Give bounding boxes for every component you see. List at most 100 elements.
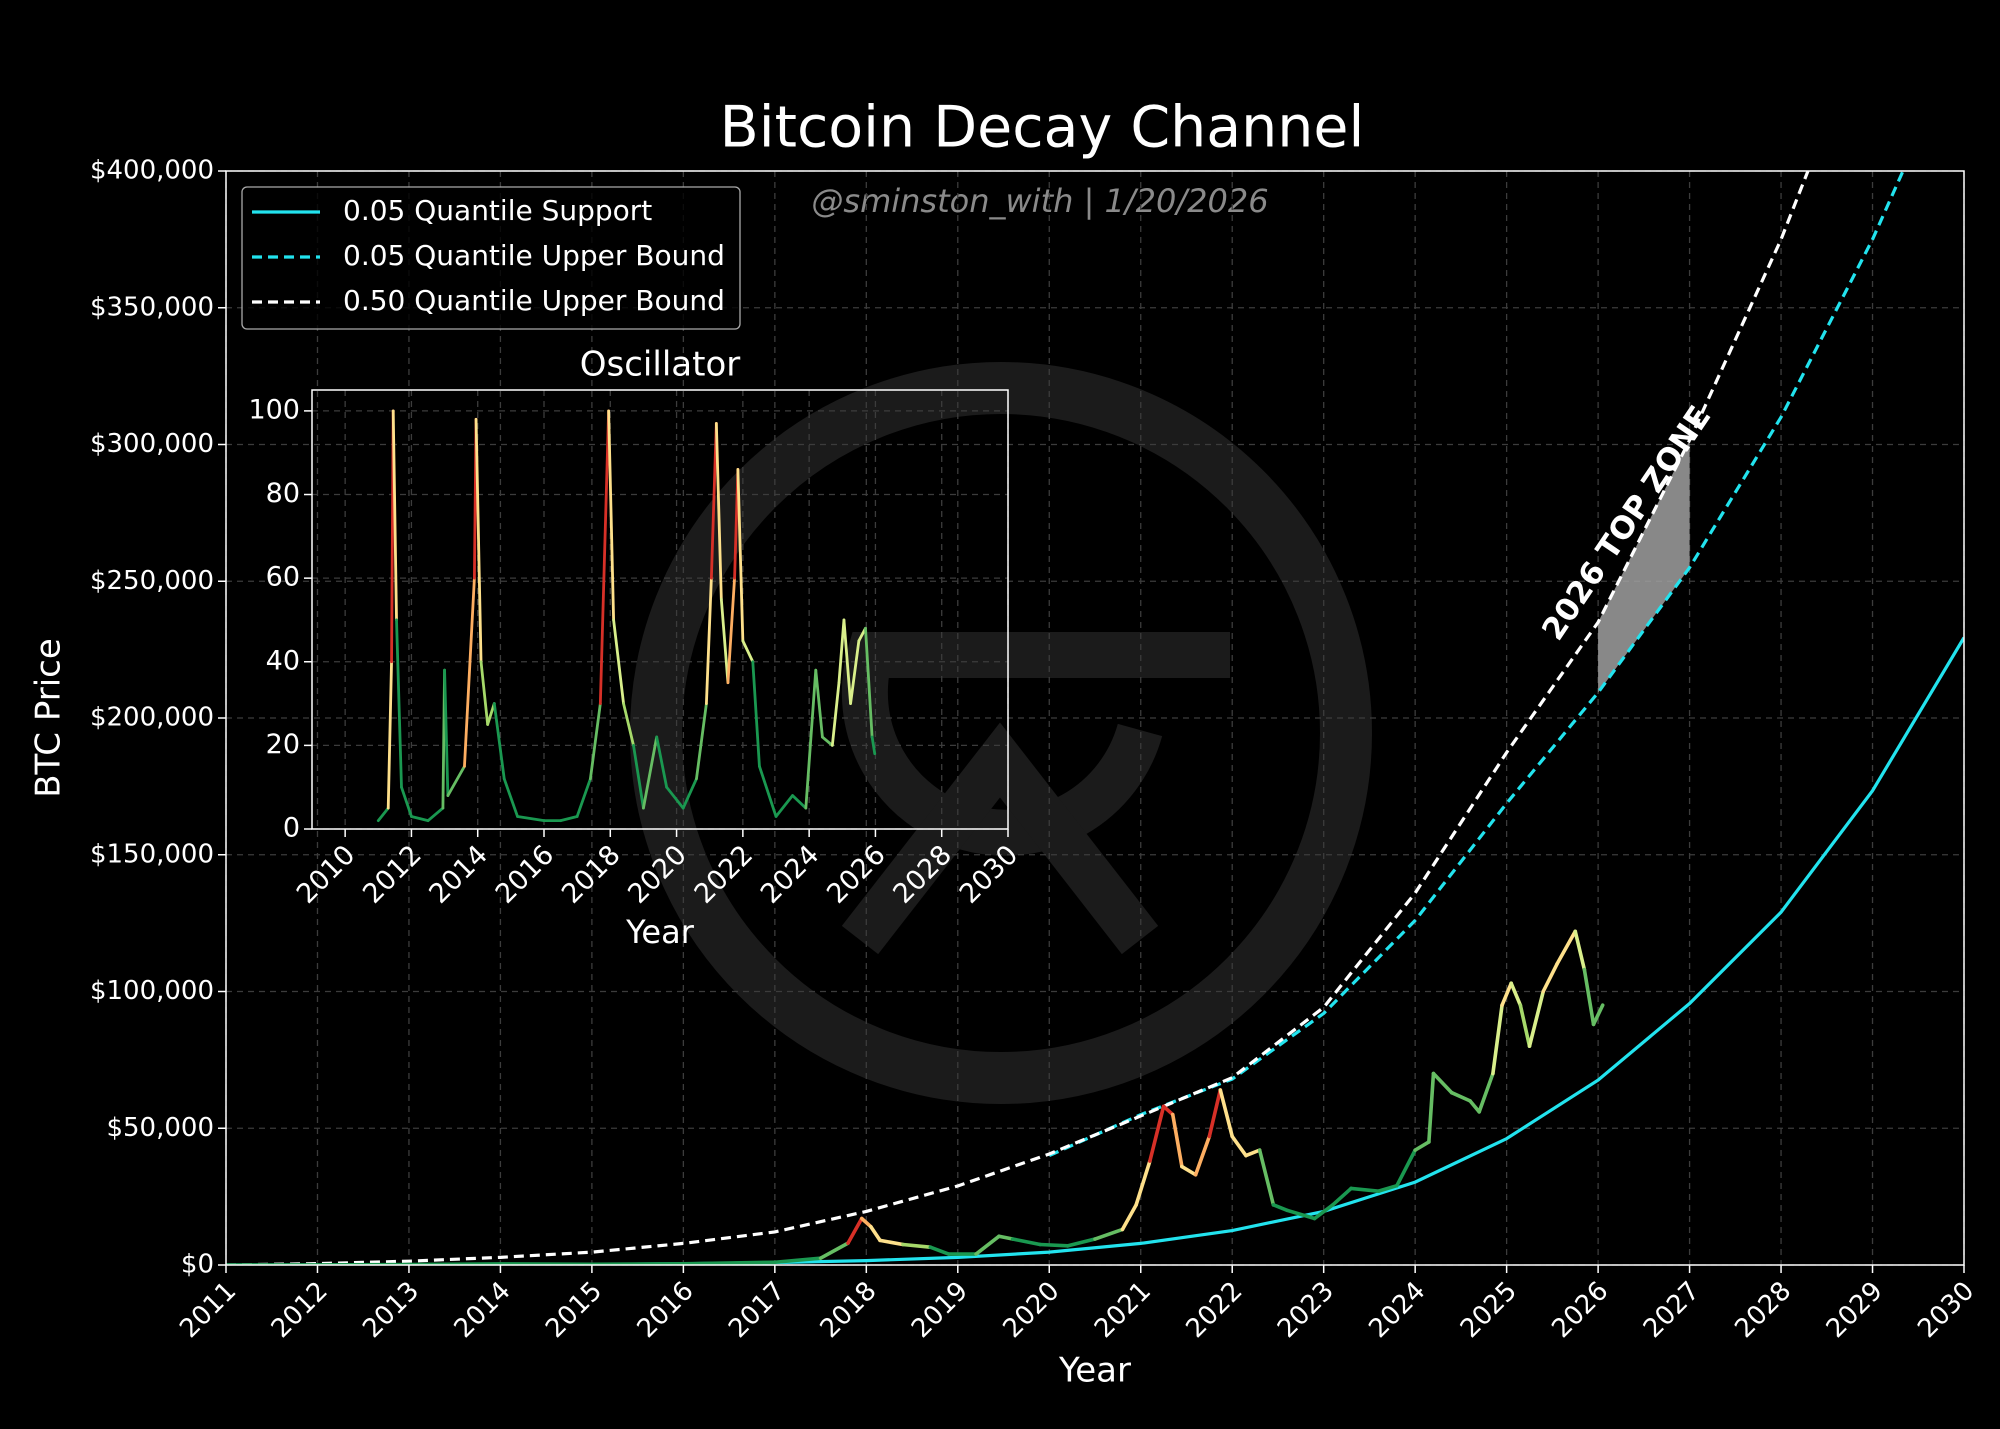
price-segment — [818, 1241, 850, 1260]
price-segment — [751, 660, 761, 768]
y-axis-label: BTC Price — [29, 638, 69, 798]
price-segment — [837, 618, 846, 685]
y-tick-label: $150,000 — [90, 839, 214, 869]
price-segment — [1120, 1203, 1138, 1232]
price-segment — [474, 417, 483, 664]
price-segment — [1431, 1071, 1454, 1095]
legend-label: 0.05 Quantile Upper Bound — [343, 239, 725, 272]
price-segment — [1427, 1071, 1436, 1144]
chart-title: Oscillator — [580, 345, 740, 385]
y-tick-label: 80 — [266, 478, 300, 509]
price-segment — [846, 1216, 864, 1245]
price-segment — [1573, 929, 1587, 972]
price-segment — [1413, 1140, 1431, 1152]
price-segment — [709, 422, 718, 580]
y-tick-label: $50,000 — [106, 1113, 214, 1143]
price-segment — [1038, 1242, 1070, 1248]
price-segment — [410, 815, 430, 823]
price-segment — [974, 1234, 1001, 1256]
price-segment — [1257, 1148, 1276, 1207]
price-segment — [1312, 1203, 1335, 1221]
price-segment — [830, 681, 841, 747]
plot-area — [226, 171, 1964, 1265]
price-segment — [705, 576, 713, 705]
y-tick-label: 0 — [283, 813, 300, 844]
price-segment — [386, 660, 393, 810]
price-segment — [719, 597, 730, 685]
price-segment — [864, 626, 874, 739]
y-tick-label: $250,000 — [90, 566, 214, 596]
y-tick-label: 60 — [266, 562, 300, 593]
price-segment — [589, 702, 602, 781]
y-tick-label: $200,000 — [90, 703, 214, 733]
price-segment — [502, 777, 519, 818]
price-segment — [1134, 1159, 1152, 1207]
price-segment — [741, 639, 755, 664]
price-segment — [1518, 1003, 1532, 1048]
price-segment — [391, 409, 398, 622]
price-segment — [632, 743, 645, 810]
price-segment — [1376, 1183, 1399, 1193]
price-segment — [1591, 1003, 1605, 1027]
price-segment — [1555, 929, 1578, 966]
price-segment — [774, 794, 794, 818]
price-segment — [1500, 981, 1514, 1007]
x-axis-label: Year — [1058, 1351, 1131, 1391]
price-segment — [849, 639, 861, 705]
axes-frame — [225, 170, 1965, 1266]
price-segment — [1509, 981, 1523, 1007]
y-tick-label: $300,000 — [90, 429, 214, 459]
axes-frame — [311, 389, 1009, 830]
price-segment — [1010, 1237, 1042, 1247]
price-segment — [1331, 1186, 1353, 1207]
price-segment — [559, 815, 579, 823]
price-segment — [870, 735, 877, 756]
price-segment — [1193, 1134, 1212, 1177]
price-segment — [1582, 967, 1596, 1027]
price-segment — [681, 777, 698, 810]
price-segment — [1207, 1088, 1223, 1139]
price-segment — [665, 785, 685, 810]
legend-label: 0.50 Quantile Upper Bound — [343, 284, 725, 317]
plot-area — [376, 409, 877, 823]
price-segment — [575, 777, 592, 818]
price-segment — [1449, 1090, 1472, 1103]
price-segment — [869, 1224, 882, 1243]
price-segment — [695, 702, 708, 781]
price-segment — [1170, 1112, 1184, 1169]
x-axis-label: Year — [625, 913, 695, 951]
price-segment — [486, 702, 496, 726]
price-segment — [598, 409, 611, 705]
y-tick-label: 100 — [248, 394, 300, 425]
price-segment — [878, 1238, 905, 1247]
price-segment — [1148, 1104, 1166, 1163]
y-tick-label: 40 — [266, 645, 300, 676]
chart-title: Bitcoin Decay Channel — [720, 95, 1365, 161]
price-segment — [1285, 1208, 1317, 1221]
price-segment — [1271, 1203, 1289, 1213]
price-segment — [842, 618, 852, 705]
price-segment — [901, 1242, 933, 1250]
price-segment — [1093, 1227, 1125, 1241]
price-segment — [1218, 1088, 1235, 1139]
price-segment — [791, 794, 808, 810]
price-segment — [492, 702, 506, 781]
price-segment — [1244, 1148, 1262, 1158]
price-segment — [446, 764, 466, 797]
price-segment — [622, 702, 635, 747]
price-segment — [642, 735, 659, 810]
price-segment — [607, 409, 615, 622]
legend-box — [241, 186, 741, 330]
y-tick-label: $350,000 — [90, 292, 214, 322]
price-segment — [1230, 1134, 1248, 1158]
y-tick-label: $0 — [181, 1250, 214, 1280]
chart-subtitle: @sminston_with | 1/20/2026 — [811, 182, 1268, 220]
price-segment — [726, 576, 736, 685]
price-segment — [395, 618, 403, 789]
legend-label: 0.05 Quantile Support — [343, 194, 652, 227]
watermark-glyph — [841, 722, 1159, 955]
price-segment — [479, 660, 490, 726]
price-segment — [928, 1245, 951, 1256]
